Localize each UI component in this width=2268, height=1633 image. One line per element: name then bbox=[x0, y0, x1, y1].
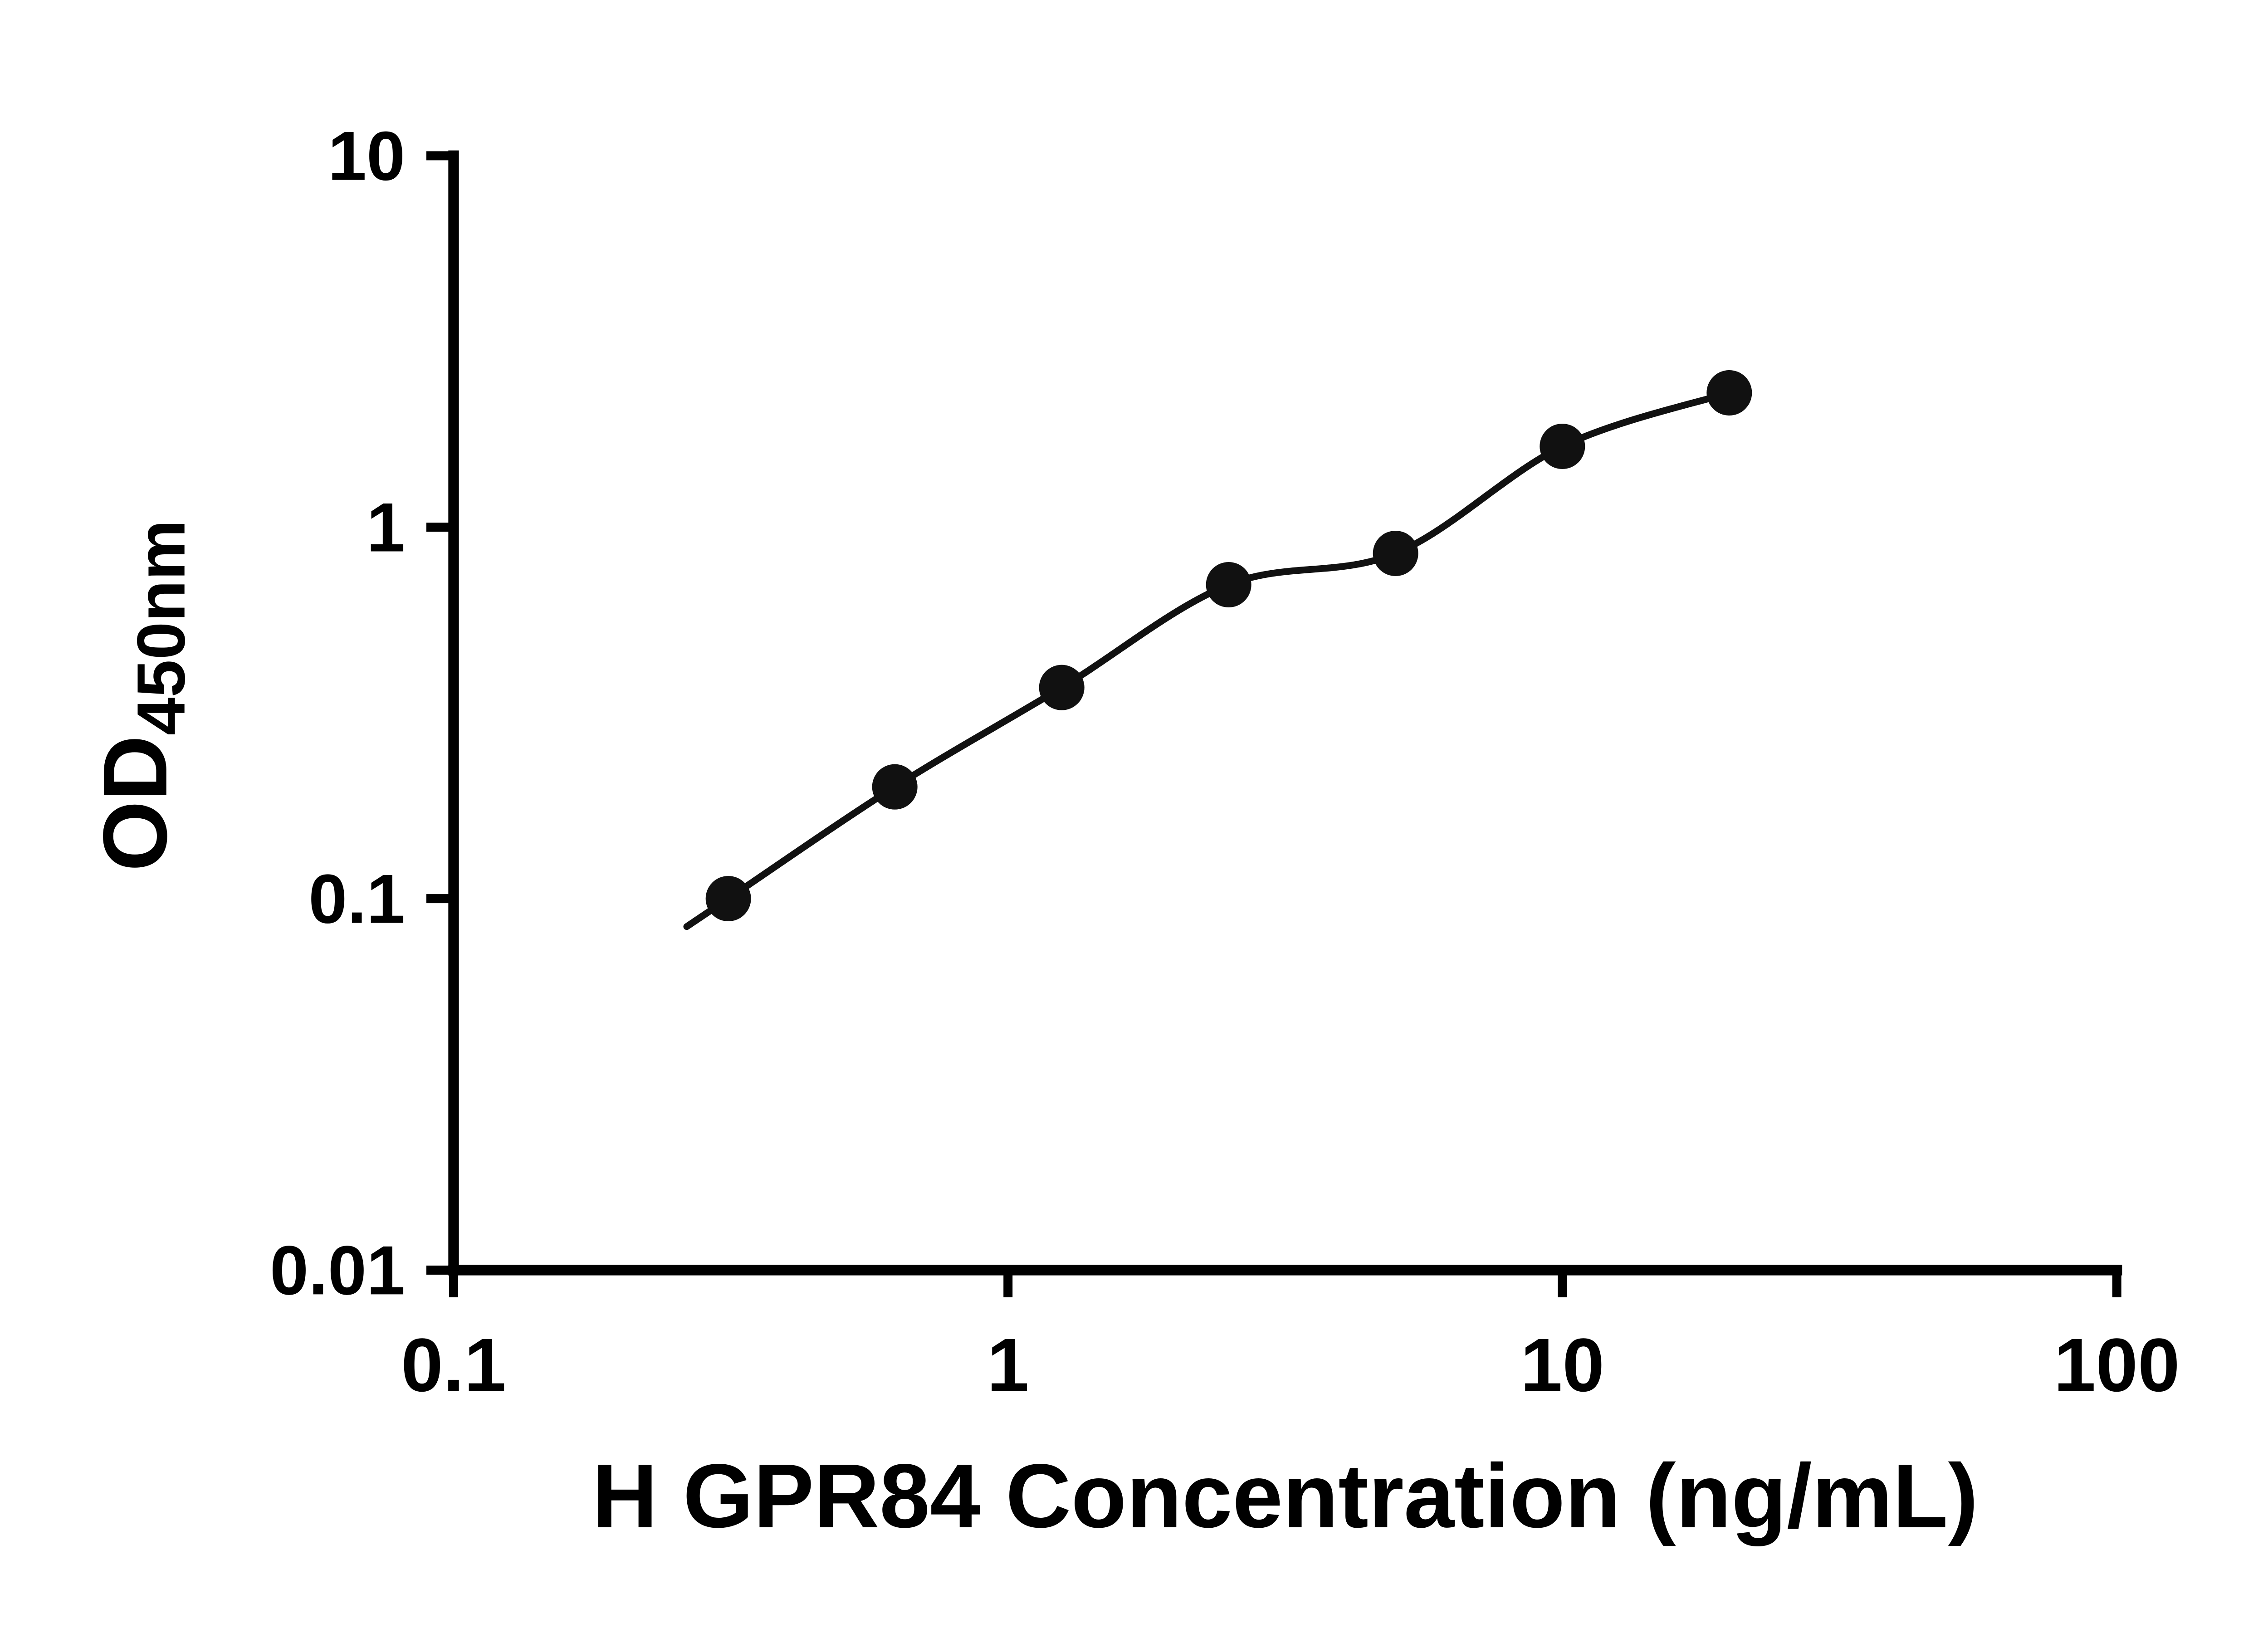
x-axis-title: H GPR84 Concentration (ng/mL) bbox=[592, 1446, 1978, 1547]
fit-curve-line bbox=[683, 389, 1733, 930]
tick-labels: 0.1 1 10 100 0.01 0.1 1 10 bbox=[270, 117, 2180, 1408]
x-tick-label: 0.1 bbox=[401, 1323, 506, 1408]
data-points bbox=[705, 370, 1752, 921]
y-axis-title-main: OD bbox=[85, 735, 186, 871]
y-axis-title: OD450nm bbox=[85, 520, 199, 871]
y-tick-label: 0.1 bbox=[308, 860, 405, 938]
y-tick-label: 10 bbox=[328, 117, 406, 195]
y-tick-label: 0.01 bbox=[270, 1232, 405, 1309]
data-point bbox=[1206, 562, 1251, 607]
x-tick-label: 10 bbox=[1520, 1323, 1604, 1408]
data-point bbox=[1373, 531, 1418, 576]
tick-marks bbox=[426, 151, 2121, 1297]
data-point bbox=[872, 764, 918, 810]
data-point bbox=[1706, 370, 1752, 416]
data-point bbox=[1039, 665, 1085, 710]
y-axis-title-sub: 450nm bbox=[123, 520, 199, 735]
data-point bbox=[1540, 424, 1585, 469]
axes bbox=[448, 150, 2122, 1276]
y-tick-label: 1 bbox=[367, 489, 405, 567]
x-tick-label: 100 bbox=[2054, 1323, 2180, 1408]
data-point bbox=[705, 876, 751, 921]
x-tick-label: 1 bbox=[987, 1323, 1029, 1408]
